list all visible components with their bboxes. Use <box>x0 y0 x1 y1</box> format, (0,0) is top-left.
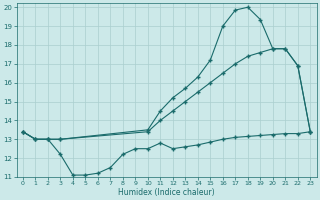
X-axis label: Humidex (Indice chaleur): Humidex (Indice chaleur) <box>118 188 215 197</box>
